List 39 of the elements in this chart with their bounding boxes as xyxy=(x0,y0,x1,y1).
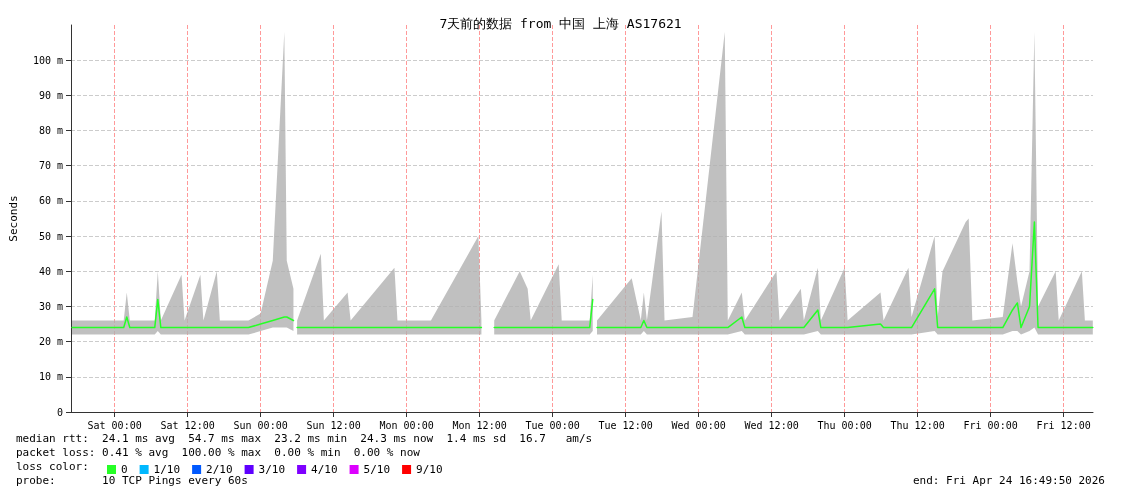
legend-label: 9/10 xyxy=(416,463,443,476)
x-tick-label: Sun 12:00 xyxy=(306,419,361,431)
text: packet loss: 0.41 % avg 100.00 % max 0.00 % min 0.00 % now xyxy=(16,446,420,459)
legend-label: 1/10 xyxy=(153,463,181,476)
y-tick-label: 0 xyxy=(56,406,63,418)
x-tick-label: Sat 12:00 xyxy=(160,419,215,431)
x-tick-label: Tue 00:00 xyxy=(525,419,580,431)
x-tick-label: Sun 00:00 xyxy=(233,419,288,431)
x-tick-label: Fri 12:00 xyxy=(1036,419,1091,431)
x-tick-label: Mon 00:00 xyxy=(379,419,434,431)
y-tick-label: 80 m xyxy=(38,125,63,137)
x-tick-label: Sat 00:00 xyxy=(87,419,142,431)
text: probe: 10 TCP Pings every 60s xyxy=(16,474,248,487)
y-tick-label: 100 m xyxy=(32,54,63,66)
text: median rtt: 24.1 ms avg 54.7 ms max 23.2 ms min 24.3 ms now 1.4 ms sd 16.7 am/s xyxy=(16,432,593,445)
x-tick-label: Thu 12:00 xyxy=(890,419,945,431)
legend-label: 5/10 xyxy=(363,463,391,476)
y-tick-label: 70 m xyxy=(38,160,63,172)
legend-label: 3/10 xyxy=(258,463,286,476)
x-tick-label: Wed 12:00 xyxy=(744,419,799,431)
y-axis-title: Seconds xyxy=(7,195,20,242)
chart-title: 7天前的数据 from 中国 上海 AS17621 xyxy=(439,16,682,31)
legend-label: 2/10 xyxy=(206,463,233,476)
x-tick-label: Wed 00:00 xyxy=(671,419,726,431)
x-tick-label: Tue 12:00 xyxy=(598,419,653,431)
x-tick-label: Fri 00:00 xyxy=(963,419,1018,431)
y-tick-label: 90 m xyxy=(38,89,63,101)
legend-label: 0 xyxy=(121,463,128,476)
text: end: Fri Apr 24 16:49:50 2026 xyxy=(912,474,1105,487)
y-tick-label: 40 m xyxy=(38,265,63,277)
y-tick-label: 60 m xyxy=(38,195,63,207)
y-tick-label: 50 m xyxy=(38,230,63,242)
legend-title: loss color: xyxy=(16,460,89,473)
legend-label: 4/10 xyxy=(311,463,338,476)
x-tick-label: Mon 12:00 xyxy=(452,419,507,431)
x-tick-label: Thu 00:00 xyxy=(817,419,872,431)
y-tick-label: 30 m xyxy=(38,300,63,312)
y-tick-label: 20 m xyxy=(38,336,63,348)
y-tick-label: 10 m xyxy=(38,371,63,383)
